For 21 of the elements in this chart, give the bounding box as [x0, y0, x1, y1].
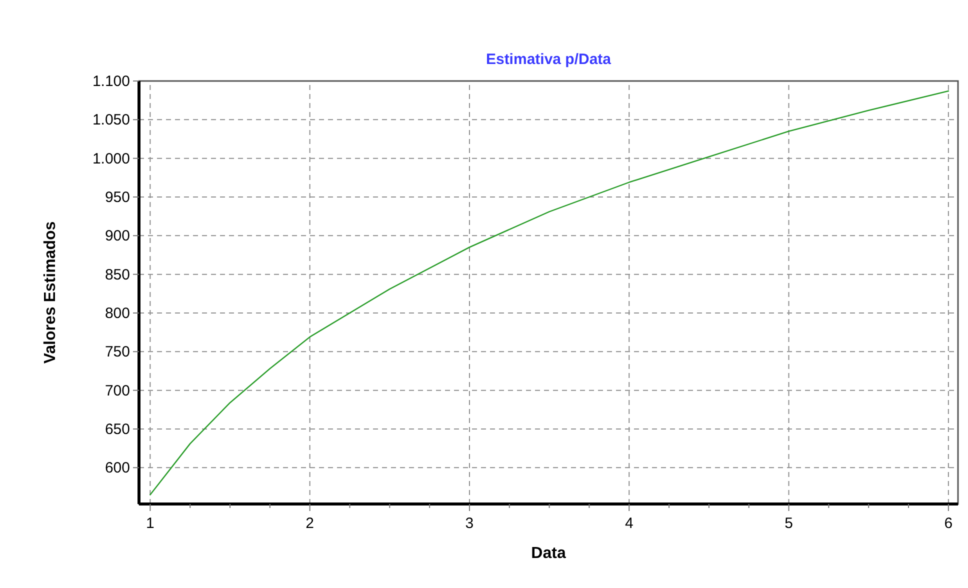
- chart-title: Estimativa p/Data: [486, 51, 612, 68]
- line-series: [150, 90, 950, 496]
- y-tick-label: 700: [104, 382, 130, 400]
- y-tick-label: 750: [104, 344, 130, 361]
- x-tick-label: 5: [784, 515, 793, 532]
- y-tick-label: 650: [104, 420, 130, 438]
- y-tick-label: 600: [104, 460, 130, 477]
- y-tick-label: 900: [104, 228, 130, 245]
- y-tick-label: 1.100: [92, 73, 130, 90]
- y-axis-title: Valores Estimados: [42, 221, 59, 364]
- y-tick-label: 1.000: [92, 150, 130, 168]
- x-tick-label: 4: [624, 515, 634, 532]
- y-tick-label: 1.050: [92, 112, 130, 129]
- y-tick-label: 850: [104, 266, 130, 284]
- x-tick-label: 3: [465, 515, 474, 532]
- y-tick-label: 950: [104, 188, 130, 206]
- x-tick-label: 6: [944, 515, 953, 532]
- x-tick-label: 1: [146, 515, 154, 532]
- x-tick-label: 2: [306, 515, 314, 532]
- y-tick-label: 800: [104, 304, 130, 322]
- x-axis-title: Data: [531, 545, 566, 562]
